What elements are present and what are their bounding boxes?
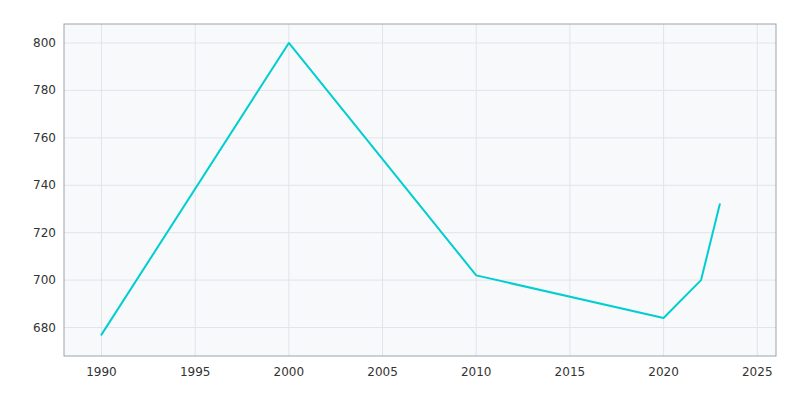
y-tick-label: 720 [33, 226, 56, 240]
y-grid-line [64, 327, 776, 328]
y-grid-line [64, 185, 776, 186]
y-tick-label: 680 [33, 321, 56, 335]
plot-area [101, 43, 719, 335]
x-grid-line [757, 24, 758, 356]
y-grid-line [64, 42, 776, 43]
y-tick-label: 740 [33, 178, 56, 192]
x-tick-label: 2000 [274, 365, 305, 379]
grid [64, 24, 776, 356]
y-tick-label: 760 [33, 131, 56, 145]
x-tick-label: 1995 [180, 365, 211, 379]
x-grid-line [382, 24, 383, 356]
y-tick-label: 700 [33, 273, 56, 287]
x-tick-label: 1990 [86, 365, 117, 379]
chart-svg: 1990 1995 2000 2005 2010 2015 2020 2025 680 700 72… [0, 0, 800, 400]
plot-frame [64, 24, 776, 356]
x-grid-line [288, 24, 289, 356]
y-grid-line [64, 137, 776, 138]
x-grid-line [476, 24, 477, 356]
x-grid-line [569, 24, 570, 356]
x-grid-line [663, 24, 664, 356]
x-tick-label: 2020 [648, 365, 679, 379]
x-tick-label: 2015 [555, 365, 586, 379]
x-tick-label: 2010 [461, 365, 492, 379]
y-tick-label: 800 [33, 36, 56, 50]
plot-background [64, 24, 776, 356]
y-tick-label: 780 [33, 83, 56, 97]
y-grid-line [64, 90, 776, 91]
x-tick-label: 2025 [742, 365, 773, 379]
y-grid-line [64, 280, 776, 281]
data-line [101, 43, 719, 335]
chart-container: 1990 1995 2000 2005 2010 2015 2020 2025 680 700 72… [0, 0, 800, 400]
y-grid-line [64, 232, 776, 233]
x-tick-label: 2005 [367, 365, 398, 379]
x-grid-line [101, 24, 102, 356]
